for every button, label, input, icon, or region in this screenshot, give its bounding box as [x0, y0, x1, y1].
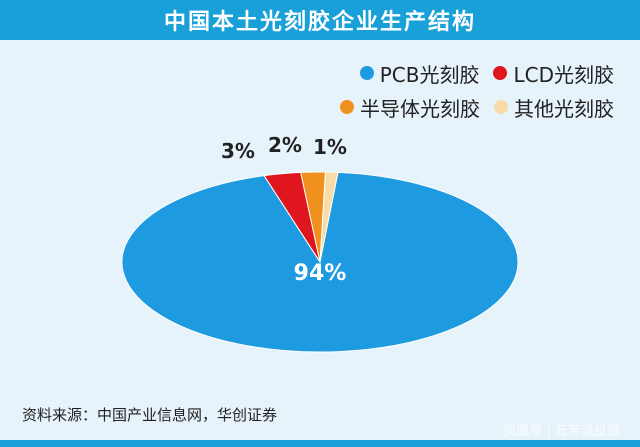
watermark: 凤凰号 | 元芳说投资 — [503, 424, 620, 439]
legend-label-semiconductor: 半导体光刻胶 — [360, 96, 480, 121]
legend-swatch-pcb — [359, 66, 374, 80]
legend-label-pcb: PCB光刻胶 — [379, 62, 480, 87]
pie-label-3: 1% — [313, 135, 347, 159]
legend-row-2: 半导体光刻胶 其他光刻胶 — [254, 90, 614, 124]
legend: PCB光刻胶 LCD光刻胶 半导体光刻胶 其他光刻胶 — [254, 56, 614, 124]
pie-label-0: 94% — [294, 261, 347, 286]
legend-row-1: PCB光刻胶 LCD光刻胶 — [254, 56, 614, 90]
legend-label-lcd: LCD光刻胶 — [513, 62, 614, 87]
title-bar: 中国本土光刻胶企业生产结构 — [0, 0, 640, 40]
legend-swatch-lcd — [493, 66, 508, 80]
pie-slice-0 — [121, 171, 519, 353]
pie-label-2: 2% — [268, 133, 302, 157]
pie-label-1: 3% — [221, 139, 255, 163]
source-note: 资料来源：中国产业信息网，华创证券 — [22, 406, 278, 424]
legend-label-other: 其他光刻胶 — [514, 96, 614, 121]
bottom-bar — [0, 440, 640, 447]
legend-swatch-semiconductor — [340, 100, 354, 114]
chart-title: 中国本土光刻胶企业生产结构 — [163, 10, 476, 35]
legend-swatch-other — [494, 100, 508, 114]
legend-item-other: 其他光刻胶 — [494, 93, 614, 122]
pie-slice-3 — [319, 171, 339, 263]
legend-item-pcb: PCB光刻胶 — [359, 59, 480, 88]
legend-item-semiconductor: 半导体光刻胶 — [340, 93, 480, 122]
legend-item-lcd: LCD光刻胶 — [493, 59, 614, 88]
